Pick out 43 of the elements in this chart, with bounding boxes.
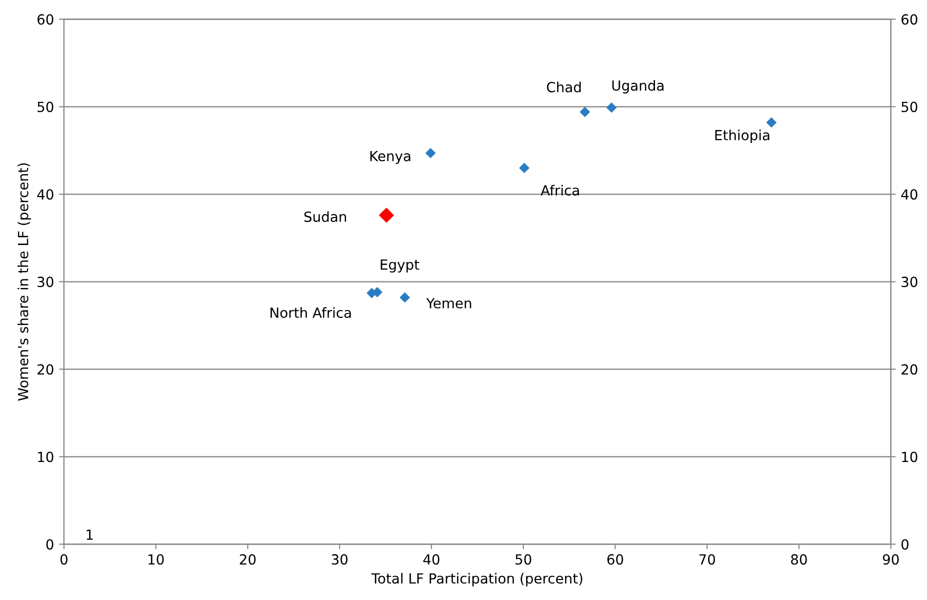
y2-tick-label: 40 xyxy=(901,189,918,200)
x-tick-label: 0 xyxy=(60,554,68,565)
x-tick-label: 20 xyxy=(240,554,256,565)
annotation: Uganda xyxy=(612,80,664,94)
y-axis-title: Women's share in the LF (percent) xyxy=(18,163,32,401)
y2-tick-label: 0 xyxy=(901,539,908,550)
y2-tick-label: 10 xyxy=(902,452,918,462)
x-tick-label: 40 xyxy=(423,554,440,565)
annotation: Egypt xyxy=(380,260,420,273)
y-tick-label: 30 xyxy=(38,276,54,288)
y-tick-label: 60 xyxy=(38,14,54,25)
annotation: 1 xyxy=(86,530,93,540)
x-tick-label: 70 xyxy=(699,554,716,565)
point xyxy=(400,292,410,303)
point xyxy=(580,106,590,118)
x-tick-label: 60 xyxy=(607,554,624,565)
y2-tick-label: 50 xyxy=(902,102,918,112)
x-tick-label: 30 xyxy=(332,554,348,565)
annotation: Chad xyxy=(546,82,581,92)
point xyxy=(378,208,394,223)
y-tick-label: 40 xyxy=(37,189,54,200)
x-tick-label: 90 xyxy=(882,554,899,565)
y-tick-label: 20 xyxy=(38,364,54,375)
point xyxy=(519,162,530,174)
annotation: North Africa xyxy=(270,307,351,318)
annotation: Ethiopia xyxy=(715,130,770,144)
x-tick-label: 80 xyxy=(791,554,807,565)
annotation: Sudan xyxy=(304,211,346,222)
annotation: Africa xyxy=(540,184,579,196)
x-tick-label: 50 xyxy=(516,554,532,565)
point xyxy=(425,148,436,158)
x-axis-title: Total LF Participation (percent) xyxy=(371,572,582,586)
y-tick-label: 50 xyxy=(38,102,54,112)
point xyxy=(606,102,617,113)
annotation: Kenya xyxy=(370,150,410,164)
x-tick-label: 10 xyxy=(148,554,164,565)
annotation: Yemen xyxy=(426,298,472,308)
y-tick-label: 10 xyxy=(38,452,54,462)
y-tick-label: 0 xyxy=(46,539,54,550)
y2-tick-label: 60 xyxy=(902,14,918,25)
point xyxy=(766,117,777,128)
y2-tick-label: 30 xyxy=(902,276,918,288)
y2-tick-label: 20 xyxy=(902,364,918,375)
